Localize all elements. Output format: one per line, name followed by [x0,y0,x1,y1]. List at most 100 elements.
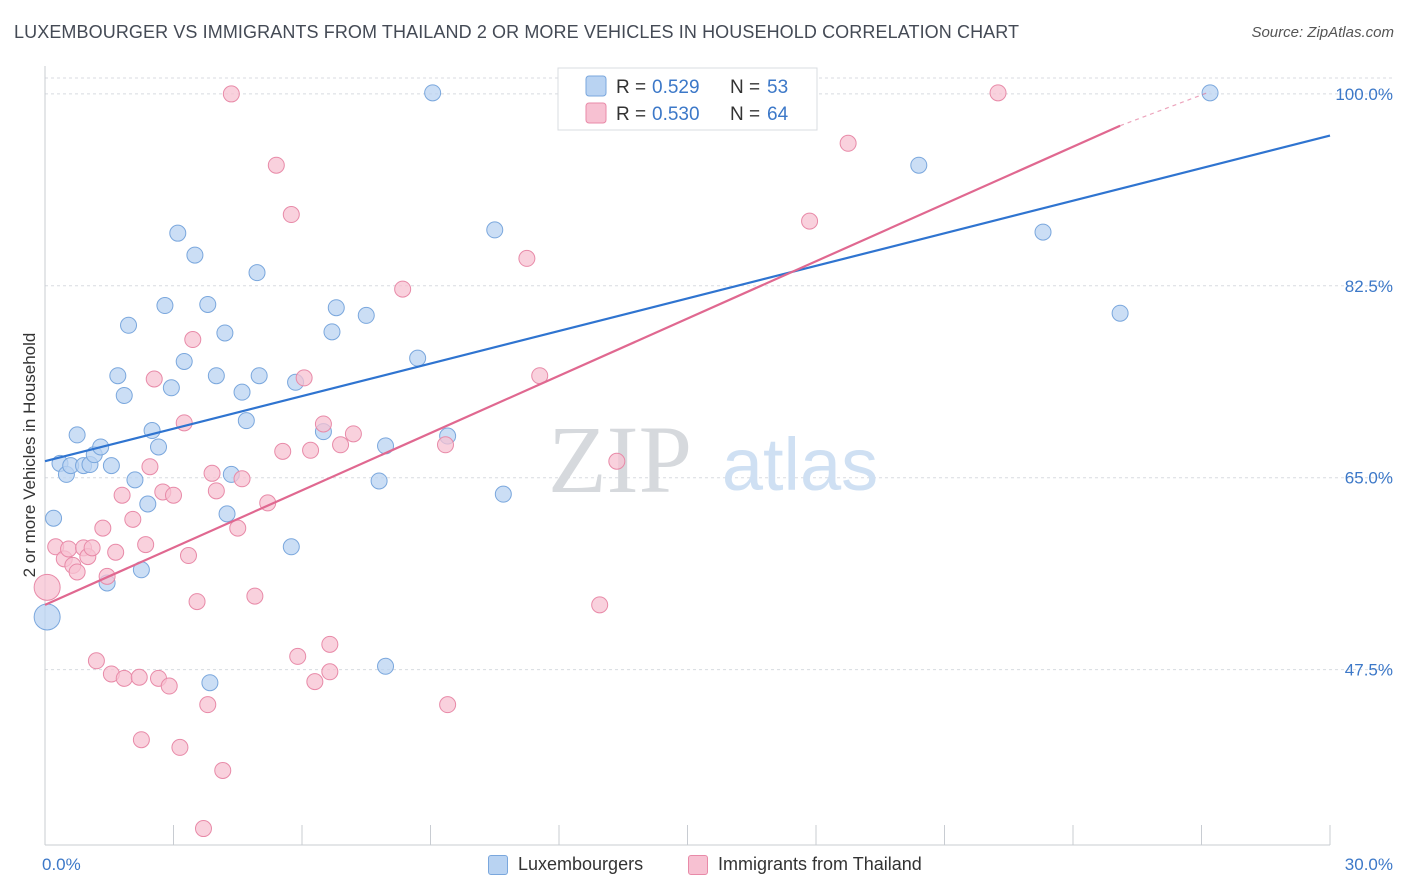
thailand-point [124,510,142,528]
legend-swatch-pink [688,854,708,875]
luxembourger-point [186,246,204,264]
chart-title: LUXEMBOURGER VS IMMIGRANTS FROM THAILAND… [14,22,1020,42]
luxembourger-point [494,485,512,503]
thailand-point [394,280,412,298]
thailand-point [518,249,536,267]
thailand-point [188,593,206,611]
stats-n-label-pink: N = [730,104,760,125]
y-tick-label: 65.0% [1345,469,1393,488]
thailand-point [295,369,313,387]
points-layer [33,84,1219,838]
stats-r-value-pink: 0.530 [652,104,700,125]
thailand-point [113,486,131,504]
thailand-trend-line [44,124,1121,606]
luxembourger-point [201,674,219,692]
y-tick-label: 100.0% [1335,85,1393,104]
thailand-point [314,415,332,433]
thailand-point [141,458,159,476]
thailand-point [989,84,1007,102]
stats-r-label-blue: R = [616,77,646,98]
luxembourger-point [486,221,504,239]
stats-r-value-blue: 0.529 [652,77,700,98]
thailand-point [302,441,320,459]
thailand-point [132,731,150,749]
series-legend: Luxembourgers Immigrants from Thailand [0,850,1406,880]
luxembourger-point [1201,84,1219,102]
thailand-point [60,540,78,558]
legend-item-luxembourgers: Luxembourgers [488,854,643,875]
thailand-point [591,596,609,614]
thailand-point [87,652,105,670]
thailand-point [165,486,182,504]
x-tick-label: 0.0% [42,855,81,874]
trend-layer [44,91,1331,606]
legend-item-thailand: Immigrants from Thailand [688,854,922,875]
thailand-point [137,536,155,554]
luxembourger-point [102,457,120,475]
tick-label-layer: 100.0% 82.5% 65.0% 47.5% 0.0% 30.0% [42,85,1393,874]
y-tick-label: 82.5% [1345,277,1393,296]
thailand-point [160,677,178,695]
luxembourger-point [216,324,234,342]
stats-r-label-pink: R = [616,104,646,125]
thailand-point [203,464,221,482]
watermark-atlas: atlas [722,423,878,506]
thailand-point [439,696,457,714]
luxembourger-point [248,264,266,282]
thailand-point [115,669,133,687]
luxembourger-point [250,367,268,385]
y-tick-label: 47.5% [1345,661,1393,680]
luxembourger-point [150,438,168,456]
luxembourger-point [199,295,217,313]
luxembourger-point [218,505,236,523]
thailand-point [194,820,212,838]
legend-swatch-blue [488,854,508,875]
luxembourger-point [109,367,127,385]
luxembourger-point [33,603,61,631]
stats-legend-swatch-blue [585,75,607,97]
luxembourger-point [156,297,174,315]
x-tick-label: 30.0% [1345,855,1393,874]
luxembourger-point [115,386,133,404]
luxembourger-point [45,509,63,527]
thailand-point [33,573,61,601]
luxembourger-point [233,383,251,401]
legend-label-thailand: Immigrants from Thailand [718,854,922,874]
thailand-point [68,563,86,581]
luxembourger-point [237,412,255,430]
thailand-point [306,673,324,691]
luxembourger-point [424,84,442,102]
thailand-point [184,331,202,349]
thailand-point [344,425,362,443]
legend-label-luxembourgers: Luxembourgers [518,854,644,874]
thailand-point [233,470,251,488]
luxembourger-point [169,224,187,242]
luxembourger-point [409,349,427,367]
luxembourger-point [207,367,225,385]
thailand-point [267,156,285,174]
thailand-point [332,436,350,454]
stats-n-value-pink: 64 [767,104,789,125]
watermark: ZIP atlas [548,406,878,513]
luxembourger-point [120,316,138,334]
thailand-point [321,635,339,653]
thailand-point [214,761,232,779]
luxembourger-point [282,538,300,556]
thailand-point [289,647,307,665]
luxembourger-point [1034,223,1052,241]
thailand-point [94,519,112,537]
thailand-trend-extension [1119,91,1211,127]
thailand-point [274,442,292,460]
stats-n-label-blue: N = [730,77,760,98]
luxembourger-point [323,323,341,341]
thailand-point [207,482,225,500]
thailand-point [107,543,125,561]
luxembourger-point [370,472,388,490]
luxembourger-point [327,299,345,317]
thailand-point [145,370,163,388]
thailand-point [282,206,300,224]
luxembourger-point [175,352,193,370]
source-label: Source: ZipAtlas.com [1251,24,1394,41]
thailand-point [171,738,189,756]
